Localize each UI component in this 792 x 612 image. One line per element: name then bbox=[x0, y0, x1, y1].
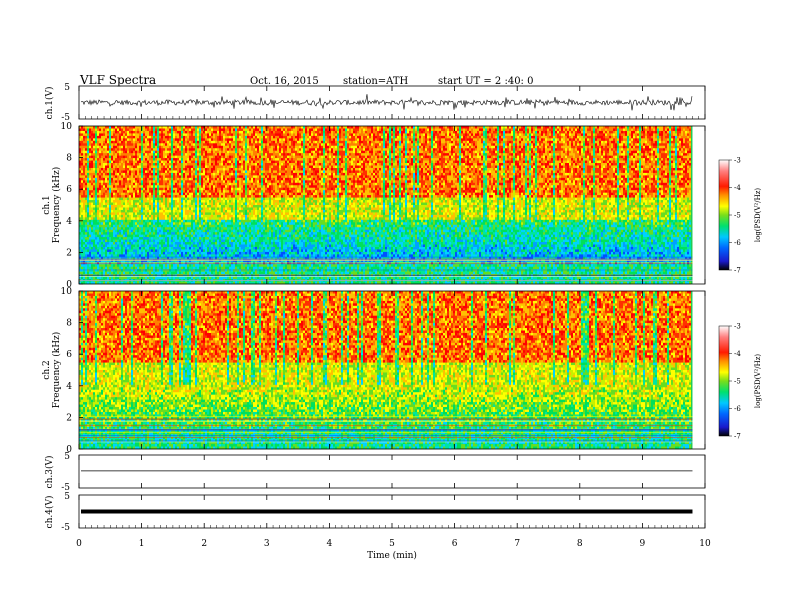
colorbar-tick-label: -4 bbox=[734, 184, 741, 192]
station-label: station=ATH bbox=[343, 76, 409, 87]
date-label: Oct. 16, 2015 bbox=[250, 76, 319, 87]
colorbar-tick-label: -7 bbox=[734, 267, 741, 275]
freq-tick-label: 6 bbox=[66, 350, 72, 360]
time-tick-label: 0 bbox=[76, 539, 82, 549]
time-tick-label: 3 bbox=[264, 539, 270, 549]
ch1-spectrogram-image bbox=[79, 126, 692, 284]
ch1-waveform-panel: 5 -5 ch.1(V) bbox=[44, 83, 705, 123]
ch2-spectrogram-image bbox=[79, 291, 692, 449]
ch3-waveform-ylabel: ch.3(V) bbox=[44, 456, 55, 489]
ch1-waveform-trace bbox=[81, 94, 692, 110]
time-tick-label: 7 bbox=[514, 539, 520, 549]
time-tick-label: 1 bbox=[139, 539, 145, 549]
ch2-spec-ylabel-frequency: Frequency (kHz) bbox=[51, 332, 62, 409]
freq-tick-label: 8 bbox=[66, 319, 72, 329]
ch1-colorbar-label: log(PSD(V²/Hz) bbox=[754, 188, 762, 243]
ch3-waveform-panel: 5 -5 ch.3(V) bbox=[44, 452, 705, 493]
time-tick-label: 8 bbox=[577, 539, 583, 549]
ch4-ytick-top: 5 bbox=[64, 492, 70, 502]
colorbar-tick-label: -3 bbox=[734, 157, 741, 165]
freq-tick-label: 8 bbox=[66, 154, 72, 164]
time-tick-label: 4 bbox=[327, 539, 333, 549]
ch4-waveform-ylabel: ch.4(V) bbox=[44, 496, 55, 529]
freq-tick-label: 2 bbox=[66, 413, 72, 423]
time-tick-label: 5 bbox=[389, 539, 395, 549]
freq-tick-label: 4 bbox=[66, 217, 72, 227]
freq-tick-label: 10 bbox=[61, 122, 73, 132]
ch1-spec-ylabel-frequency: Frequency (kHz) bbox=[51, 167, 62, 244]
freq-tick-label: 4 bbox=[66, 382, 72, 392]
freq-tick-label: 10 bbox=[61, 287, 73, 297]
colorbar-tick-label: -6 bbox=[734, 239, 741, 247]
freq-tick-label: 6 bbox=[66, 185, 72, 195]
colorbar-tick-label: -6 bbox=[734, 405, 741, 413]
colorbar-tick-label: -5 bbox=[734, 212, 741, 220]
ch1-ytick-top: 5 bbox=[64, 83, 70, 93]
ch1-spec-ylabel-channel: ch.1 bbox=[42, 195, 52, 214]
time-tick-label: 10 bbox=[699, 539, 711, 549]
ch4-waveform-panel: 5 -5 ch.4(V) bbox=[44, 492, 705, 533]
colorbar-tick-label: -7 bbox=[734, 433, 741, 441]
colorbar-tick-label: -4 bbox=[734, 350, 741, 358]
ch3-ytick-top: 5 bbox=[64, 452, 70, 462]
colorbar-tick-label: -5 bbox=[734, 378, 741, 386]
start-time-label: start UT = 2 :40: 0 bbox=[438, 76, 533, 87]
figure-title: VLF Spectra bbox=[79, 73, 156, 87]
time-tick-label: 6 bbox=[452, 539, 458, 549]
time-tick-label: 2 bbox=[201, 539, 207, 549]
ch1-colorbar bbox=[719, 160, 729, 270]
time-tick-label: 9 bbox=[640, 539, 646, 549]
ch2-colorbar-label: log(PSD(V²/Hz) bbox=[754, 354, 762, 409]
ch2-spec-ylabel-channel: ch.2 bbox=[42, 360, 52, 379]
ch4-ytick-bottom: -5 bbox=[61, 523, 70, 533]
ch1-waveform-ylabel: ch.1(V) bbox=[44, 87, 55, 120]
ch2-colorbar bbox=[719, 326, 729, 436]
colorbar-tick-label: -3 bbox=[734, 323, 741, 331]
freq-tick-label: 2 bbox=[66, 248, 72, 258]
time-axis-label: Time (min) bbox=[367, 550, 417, 561]
vlf-spectra-figure: VLF Spectra Oct. 16, 2015 station=ATH st… bbox=[0, 0, 792, 612]
